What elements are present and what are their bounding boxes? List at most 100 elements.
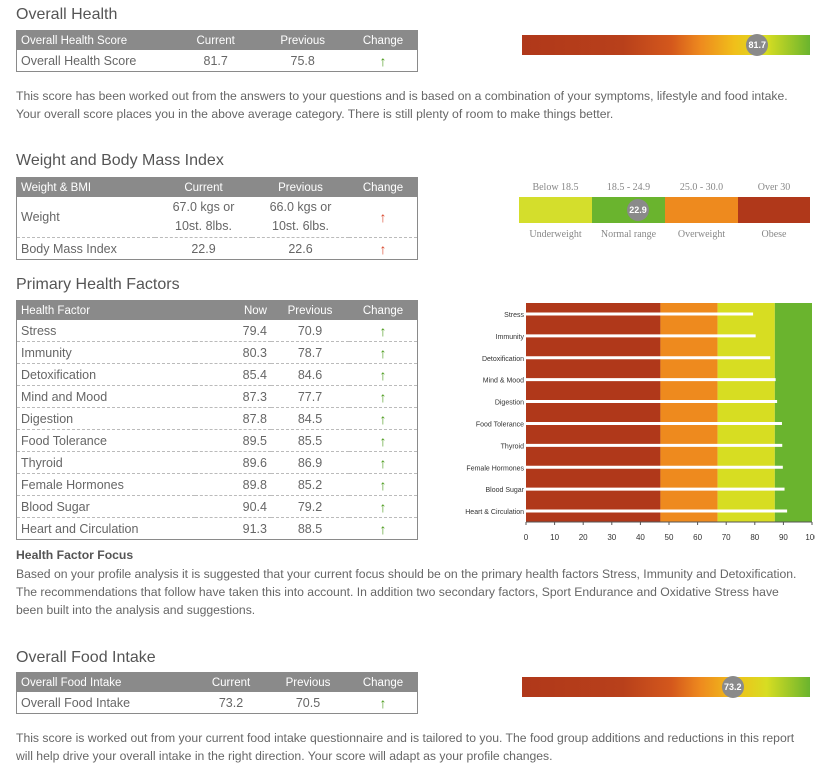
arrow-up-icon: ↑ xyxy=(379,454,387,471)
now-value: 87.3 xyxy=(195,385,271,408)
primary-factors-title: Primary Health Factors xyxy=(16,276,180,293)
chart-category-label: Mind & Mood xyxy=(483,378,524,385)
now-value: 91.3 xyxy=(242,521,267,536)
bmi-band-obese xyxy=(738,197,810,223)
chart-tick-label: 50 xyxy=(665,533,674,542)
table-row: Heart and Circulation 91.3 88.5 ↑ xyxy=(17,518,418,540)
factor-label: Mind and Mood xyxy=(16,385,195,408)
bmi-range-label: Below 18.5 xyxy=(532,182,579,193)
chart-category-label: Blood Sugar xyxy=(485,487,524,494)
factor-label: Blood Sugar xyxy=(16,495,195,518)
now-value: 89.6 xyxy=(195,451,271,474)
now-value: 85.4 xyxy=(195,363,271,386)
previous-value: 75.8 xyxy=(290,53,315,68)
table-row: Thyroid 89.6 86.9 ↑ xyxy=(16,451,418,474)
previous-value: 78.7 xyxy=(271,341,349,364)
health-factors-chart: Stress Immunity Detoxification Mind & Mood D… xyxy=(465,303,815,542)
col-header: Change xyxy=(349,177,418,197)
previous-value: 85.5 xyxy=(271,429,349,452)
bmi-category-label: Underweight xyxy=(529,229,582,240)
chart-band xyxy=(774,303,812,522)
previous-value: 86.9 xyxy=(271,451,349,474)
table-row: Weight 67.0 kgs or 10st. 8lbs. 66.0 kgs … xyxy=(16,197,418,238)
weight-bmi-table: Weight & BMI Current Previous Change Wei… xyxy=(16,177,418,260)
arrow-up-red-icon: ↑ xyxy=(379,240,387,257)
table-row: Digestion 87.8 84.5 ↑ xyxy=(16,407,418,430)
col-header: Current xyxy=(175,30,257,50)
col-header: Change xyxy=(349,30,418,50)
previous-value: 84.6 xyxy=(271,363,349,386)
food-intake-score-bar: 73.2 xyxy=(522,676,810,698)
chart-category-label: Stress xyxy=(504,312,524,319)
col-header: Change xyxy=(349,672,418,692)
bmi-category-label: Normal range xyxy=(600,229,657,240)
food-intake-table: Overall Food Intake Current Previous Cha… xyxy=(16,672,418,714)
col-header: Current xyxy=(155,177,252,197)
chart-category-label: Heart & Circulation xyxy=(465,509,524,516)
current-value: 81.7 xyxy=(203,53,228,68)
bmi-range-label: Over 30 xyxy=(757,182,791,193)
focus-description: Based on your profile analysis it is sug… xyxy=(16,567,797,617)
chart-category-label: Food Tolerance xyxy=(476,421,524,428)
col-header: Previous xyxy=(252,177,349,197)
col-header: Now xyxy=(195,300,271,320)
factor-label: Digestion xyxy=(16,407,195,430)
arrow-up-red-icon: ↑ xyxy=(379,209,387,225)
col-header: Overall Health Score xyxy=(16,30,175,50)
previous-value: 88.5 xyxy=(297,521,323,536)
table-row: Stress 79.4 70.9 ↑ xyxy=(16,320,418,342)
now-value: 90.4 xyxy=(195,495,271,518)
col-header: Previous xyxy=(271,300,349,320)
weight-bmi-title: Weight and Body Mass Index xyxy=(16,152,224,169)
chart-tick-label: 80 xyxy=(750,533,759,542)
current-value-line1: 67.0 kgs or xyxy=(172,200,235,214)
now-value: 87.8 xyxy=(195,407,271,430)
factor-label: Immunity xyxy=(16,341,195,364)
overall-health-score-bar: 81.7 xyxy=(522,34,810,56)
col-header: Previous xyxy=(267,672,349,692)
col-header: Current xyxy=(195,672,268,692)
previous-value: 84.5 xyxy=(271,407,349,430)
arrow-up-icon: ↑ xyxy=(379,366,387,383)
now-value: 89.5 xyxy=(195,429,271,452)
bmi-scale: Below 18.5 18.5 - 24.9 25.0 - 30.0 Over … xyxy=(519,182,810,240)
chart-category-label: Digestion xyxy=(495,400,524,407)
factor-label: Female Hormones xyxy=(16,473,195,496)
bmi-range-label: 18.5 - 24.9 xyxy=(606,182,651,193)
arrow-up-icon: ↑ xyxy=(379,322,387,339)
bmi-category-label: Overweight xyxy=(677,229,726,240)
overall-health-description: This score has been worked out from the … xyxy=(16,89,788,121)
arrow-up-icon: ↑ xyxy=(379,498,387,515)
bmi-color-bar: 22.9 xyxy=(519,197,810,223)
col-header: Overall Food Intake xyxy=(16,672,195,692)
col-header: Previous xyxy=(256,30,349,50)
current-value-line2: 10st. 8lbs. xyxy=(175,219,232,233)
chart-category-label: Immunity xyxy=(496,334,525,341)
factor-label: Heart and Circulation xyxy=(21,521,139,536)
previous-value: 70.5 xyxy=(295,695,321,710)
bmi-range-label: 25.0 - 30.0 xyxy=(679,182,724,193)
bmi-category-label: Obese xyxy=(761,229,787,240)
chart-band xyxy=(717,303,775,522)
primary-factors-table: Health Factor Now Previous Change Stress… xyxy=(16,300,418,540)
current-value: 22.9 xyxy=(191,241,216,256)
score-marker: 73.2 xyxy=(721,676,744,698)
overall-health-title: Overall Health xyxy=(16,6,118,23)
previous-value: 79.2 xyxy=(271,495,349,518)
table-row: Immunity 80.3 78.7 ↑ xyxy=(16,341,418,364)
chart-tick-label: 0 xyxy=(524,533,529,542)
food-intake-title: Overall Food Intake xyxy=(16,649,156,666)
now-value: 79.4 xyxy=(195,320,271,342)
arrow-up-icon: ↑ xyxy=(379,388,387,405)
score-marker: 81.7 xyxy=(746,34,769,56)
chart-tick-label: 10 xyxy=(550,533,559,542)
previous-value: 77.7 xyxy=(271,385,349,408)
factor-label: Stress xyxy=(16,320,195,342)
row-label: Overall Health Score xyxy=(21,53,137,68)
factor-label: Food Tolerance xyxy=(16,429,195,452)
bmi-band-underweight xyxy=(519,197,592,223)
arrow-up-icon: ↑ xyxy=(379,520,387,537)
factor-label: Thyroid xyxy=(16,451,195,474)
table-row: Overall Health Score 81.7 75.8 ↑ xyxy=(17,50,418,72)
previous-value: 85.2 xyxy=(271,473,349,496)
